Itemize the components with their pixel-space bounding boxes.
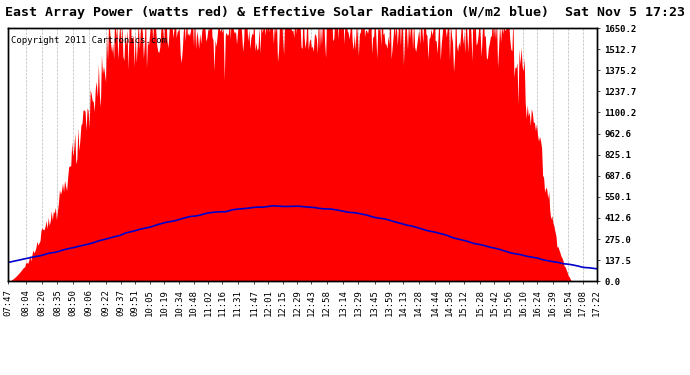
Text: Copyright 2011 Cartronics.com: Copyright 2011 Cartronics.com [11, 36, 167, 45]
Text: East Array Power (watts red) & Effective Solar Radiation (W/m2 blue)  Sat Nov 5 : East Array Power (watts red) & Effective… [5, 6, 685, 19]
